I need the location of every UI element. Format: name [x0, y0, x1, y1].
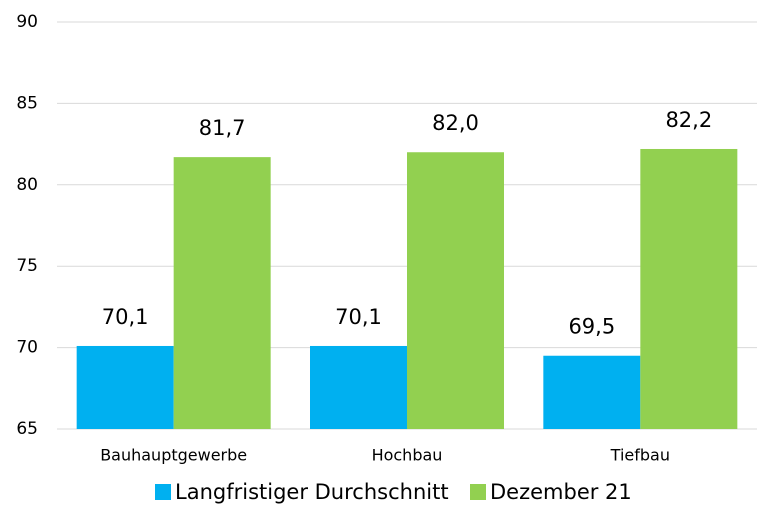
- x-tick-label: Hochbau: [372, 446, 443, 465]
- y-tick-label: 80: [16, 175, 38, 195]
- value-label: 70,1: [102, 305, 149, 329]
- value-label: 70,1: [335, 305, 382, 329]
- value-label: 82,0: [432, 111, 479, 135]
- bar: [640, 148, 738, 429]
- value-label: 82,2: [665, 108, 712, 132]
- y-tick-label: 90: [16, 12, 38, 32]
- legend-swatch: [155, 484, 171, 500]
- y-tick-label: 85: [16, 93, 38, 113]
- bar: [173, 157, 271, 429]
- legend-label: Langfristiger Durchschnitt: [175, 480, 449, 504]
- x-tick-label: Bauhauptgewerbe: [100, 446, 247, 465]
- y-tick-label: 75: [16, 256, 38, 276]
- y-tick-label: 70: [16, 338, 38, 358]
- value-label: 81,7: [199, 116, 246, 140]
- y-tick-label: 65: [16, 419, 38, 439]
- bar: [543, 355, 641, 429]
- x-tick-label: Tiefbau: [610, 446, 670, 465]
- value-label: 69,5: [568, 315, 615, 339]
- legend-swatch: [470, 484, 486, 500]
- bar: [310, 345, 407, 429]
- bar: [407, 152, 504, 430]
- legend-label: Dezember 21: [490, 480, 632, 504]
- bar: [76, 345, 174, 429]
